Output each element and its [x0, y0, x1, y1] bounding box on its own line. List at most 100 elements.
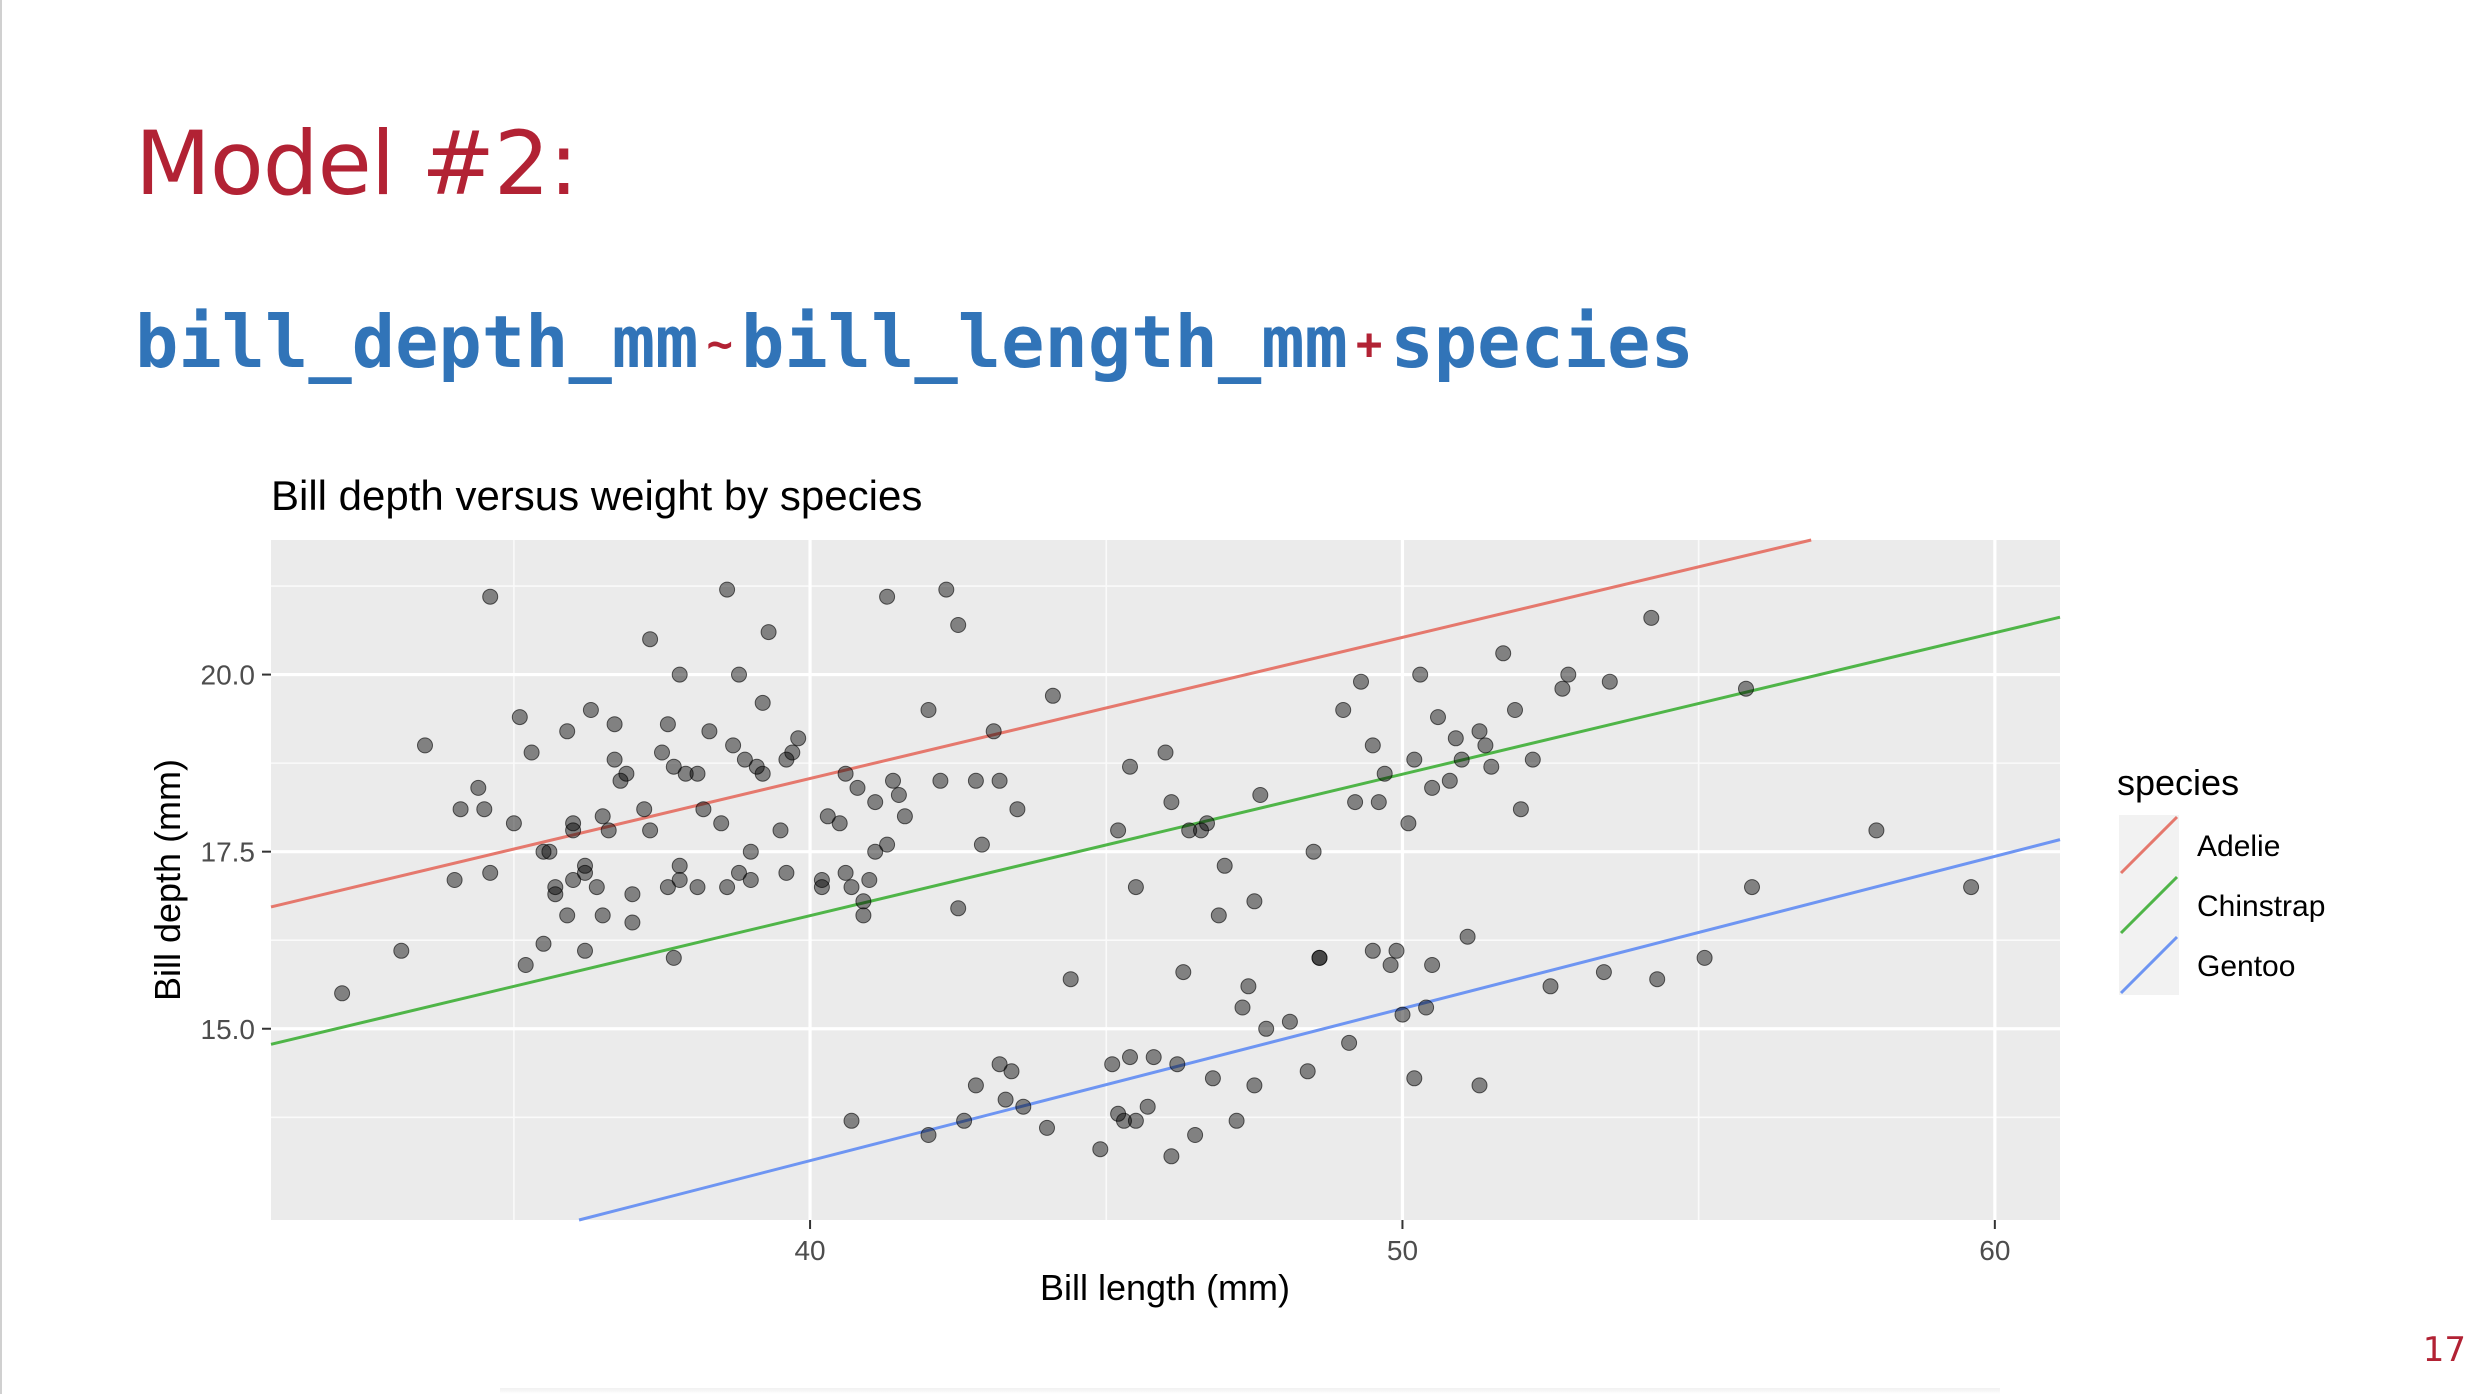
data-point	[654, 744, 670, 761]
data-point	[1394, 1006, 1411, 1023]
data-point	[1406, 751, 1423, 768]
data-point	[920, 1127, 937, 1143]
plot-panel	[271, 540, 2060, 1220]
data-point	[1453, 751, 1470, 768]
fit-line-chinstrap	[270, 615, 2061, 1046]
data-point	[985, 723, 1002, 740]
data-point	[813, 872, 830, 888]
data-point	[1341, 1034, 1358, 1051]
data-point	[736, 751, 753, 768]
data-point	[695, 801, 712, 818]
data-point	[565, 872, 582, 888]
data-point	[588, 879, 605, 896]
data-point	[665, 949, 682, 966]
data-point	[577, 942, 593, 959]
data-point	[482, 864, 499, 881]
slide-title: Model #2:	[135, 112, 579, 215]
data-point	[1199, 815, 1215, 832]
data-point	[642, 631, 659, 648]
x-tick-label: 50	[1387, 1235, 1418, 1266]
data-point	[879, 588, 896, 605]
data-point	[577, 857, 593, 874]
page-number: 17	[2422, 1330, 2466, 1370]
data-point	[760, 624, 777, 641]
data-point	[849, 779, 866, 796]
data-point	[523, 744, 540, 761]
data-point	[701, 723, 718, 740]
data-point	[1376, 765, 1393, 782]
data-point	[1459, 928, 1476, 945]
data-point	[1400, 815, 1417, 832]
data-point	[1110, 822, 1127, 839]
data-point	[1430, 709, 1446, 726]
data-point	[1554, 680, 1571, 697]
data-point	[1258, 1020, 1275, 1037]
data-point	[624, 914, 641, 931]
data-point	[1649, 971, 1666, 988]
data-point	[1139, 1098, 1156, 1115]
legend-swatch-chinstrap	[2119, 875, 2179, 935]
legend: species Adelie Chinstrap Gentoo	[2117, 762, 2325, 995]
data-point	[1039, 1119, 1055, 1136]
data-point	[671, 857, 688, 874]
data-point	[1240, 978, 1257, 995]
data-point	[671, 872, 688, 888]
data-point	[1092, 1141, 1109, 1158]
legend-swatch-gentoo	[2119, 935, 2179, 995]
chart-title: Bill depth versus weight by species	[271, 472, 922, 519]
formula-plus: +	[1355, 319, 1383, 370]
data-point	[1595, 964, 1612, 981]
data-point	[1424, 779, 1441, 796]
data-point	[1204, 1070, 1221, 1087]
data-point	[1044, 687, 1061, 704]
data-point	[1305, 843, 1322, 860]
data-point	[1560, 666, 1577, 683]
data-point	[843, 879, 860, 896]
data-point	[754, 694, 771, 711]
data-point	[665, 758, 682, 775]
data-point	[1127, 1112, 1144, 1129]
data-point	[1062, 971, 1079, 988]
data-point	[967, 772, 984, 789]
data-point	[511, 709, 528, 726]
grid-lines	[271, 540, 2060, 1220]
data-point	[932, 772, 949, 789]
data-point	[1015, 1098, 1032, 1115]
data-point	[659, 716, 676, 733]
axes: 40 50 60 15.0 17.5 20.0	[201, 660, 2011, 1266]
data-point	[1181, 822, 1198, 839]
data-point	[671, 666, 688, 683]
x-tick-label: 40	[794, 1235, 825, 1266]
data-point	[1483, 758, 1500, 775]
data-point	[1370, 794, 1387, 811]
data-point	[1311, 949, 1328, 966]
data-point	[1353, 673, 1369, 690]
data-point	[1744, 879, 1760, 896]
data-point	[1163, 794, 1180, 811]
data-point	[1542, 978, 1559, 995]
data-point	[837, 765, 854, 782]
data-point	[956, 1112, 973, 1129]
y-tick-label: 20.0	[201, 660, 256, 691]
data-point	[1116, 1112, 1132, 1129]
fit-line-gentoo	[578, 838, 2061, 1222]
legend-label-adelie: Adelie	[2197, 830, 2280, 863]
data-point	[559, 907, 576, 924]
data-point	[1418, 999, 1435, 1016]
data-point	[1122, 758, 1138, 775]
slide-left-border	[0, 0, 2, 1394]
data-points	[334, 581, 1980, 1165]
data-point	[843, 1112, 860, 1129]
data-point	[1104, 1056, 1121, 1073]
data-point	[861, 872, 878, 888]
data-point	[618, 765, 635, 782]
data-point	[452, 801, 469, 818]
data-point	[547, 879, 564, 896]
formula-term-bill-length: bill_length_mm	[741, 300, 1348, 384]
data-point	[1471, 1077, 1488, 1094]
legend-label-gentoo: Gentoo	[2197, 950, 2295, 983]
data-point	[600, 822, 617, 839]
data-point	[742, 843, 759, 860]
data-point	[938, 581, 955, 598]
data-point	[1216, 857, 1233, 874]
